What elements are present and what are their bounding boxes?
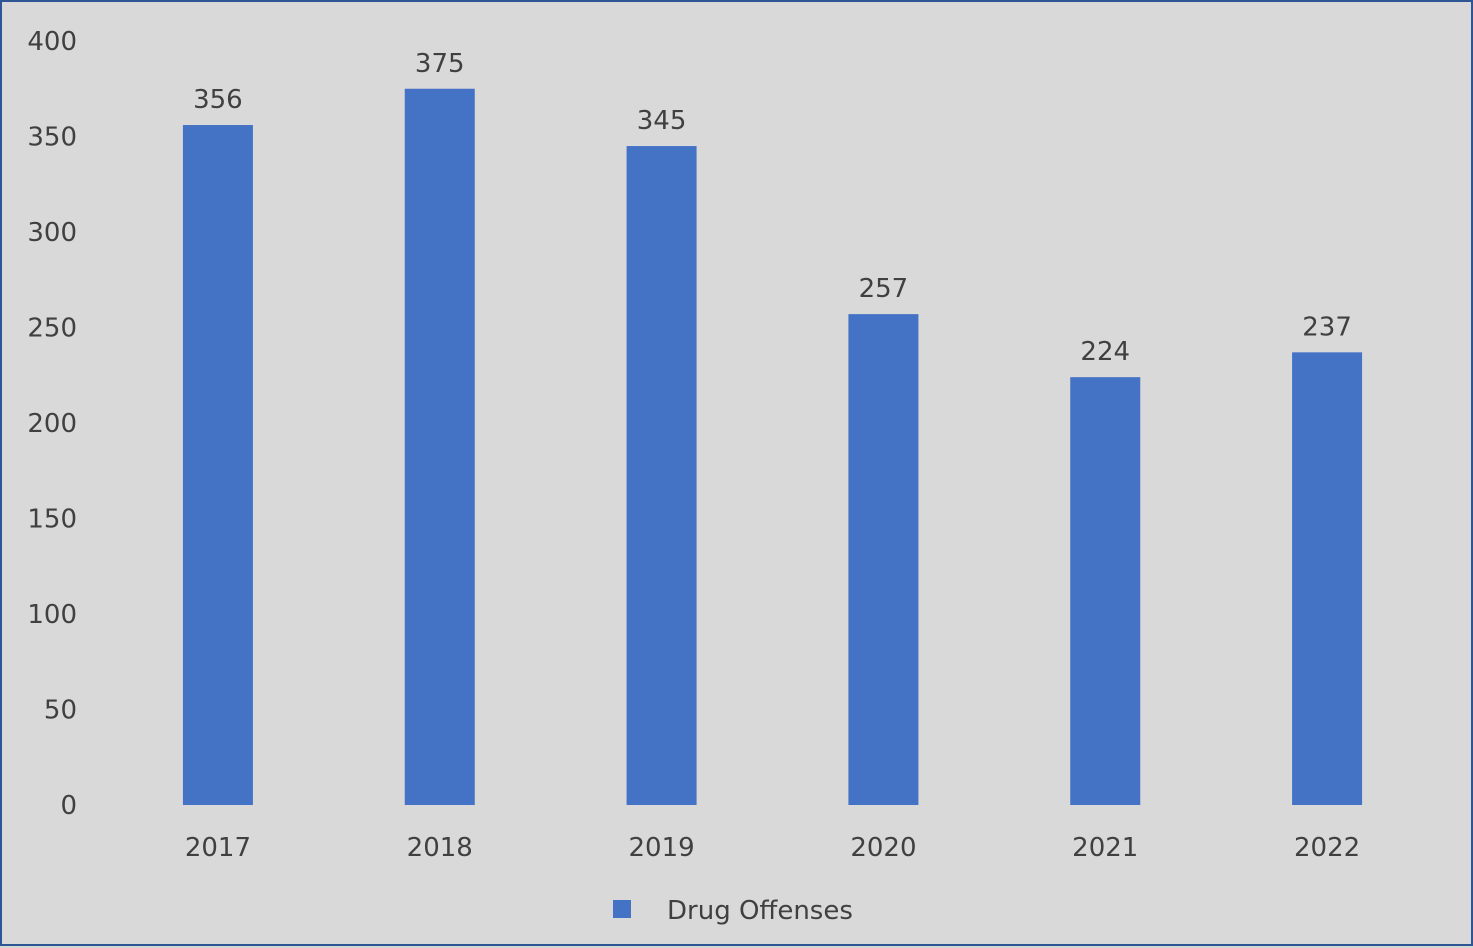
bar [848,314,919,805]
x-tick-label: 2022 [1294,833,1360,863]
y-tick-label: 150 [27,505,77,535]
y-tick-label: 200 [27,409,77,439]
x-axis: 2017 2018 2019 2020 2021 2022 [185,833,1360,863]
bar [404,88,475,805]
data-label: 237 [1302,312,1352,342]
legend-label: Drug Offenses [667,896,853,926]
y-tick-label: 300 [27,218,77,248]
y-tick-label: 350 [27,123,77,153]
bar [182,125,253,806]
data-label: 224 [1080,337,1130,367]
y-tick-label: 250 [27,314,77,344]
x-tick-label: 2018 [407,833,473,863]
y-tick-label: 100 [27,600,77,630]
y-tick-label: 400 [27,27,77,57]
x-tick-label: 2017 [185,833,251,863]
data-labels: 356 375 345 257 224 237 [193,49,1352,367]
y-tick-label: 0 [60,791,77,821]
data-label: 356 [193,85,243,115]
bars [182,88,1363,806]
bar [1292,352,1363,805]
bar [1070,377,1141,805]
x-tick-label: 2020 [850,833,916,863]
y-tick-label: 50 [44,696,77,726]
y-axis: 0 50 100 150 200 250 300 350 400 [27,27,77,821]
x-tick-label: 2021 [1072,833,1138,863]
data-label: 257 [859,274,909,304]
legend: Drug Offenses [613,896,853,926]
data-label: 375 [415,49,465,79]
x-tick-label: 2019 [628,833,694,863]
legend-swatch [613,900,631,918]
bar [626,146,697,806]
data-label: 345 [637,106,687,136]
